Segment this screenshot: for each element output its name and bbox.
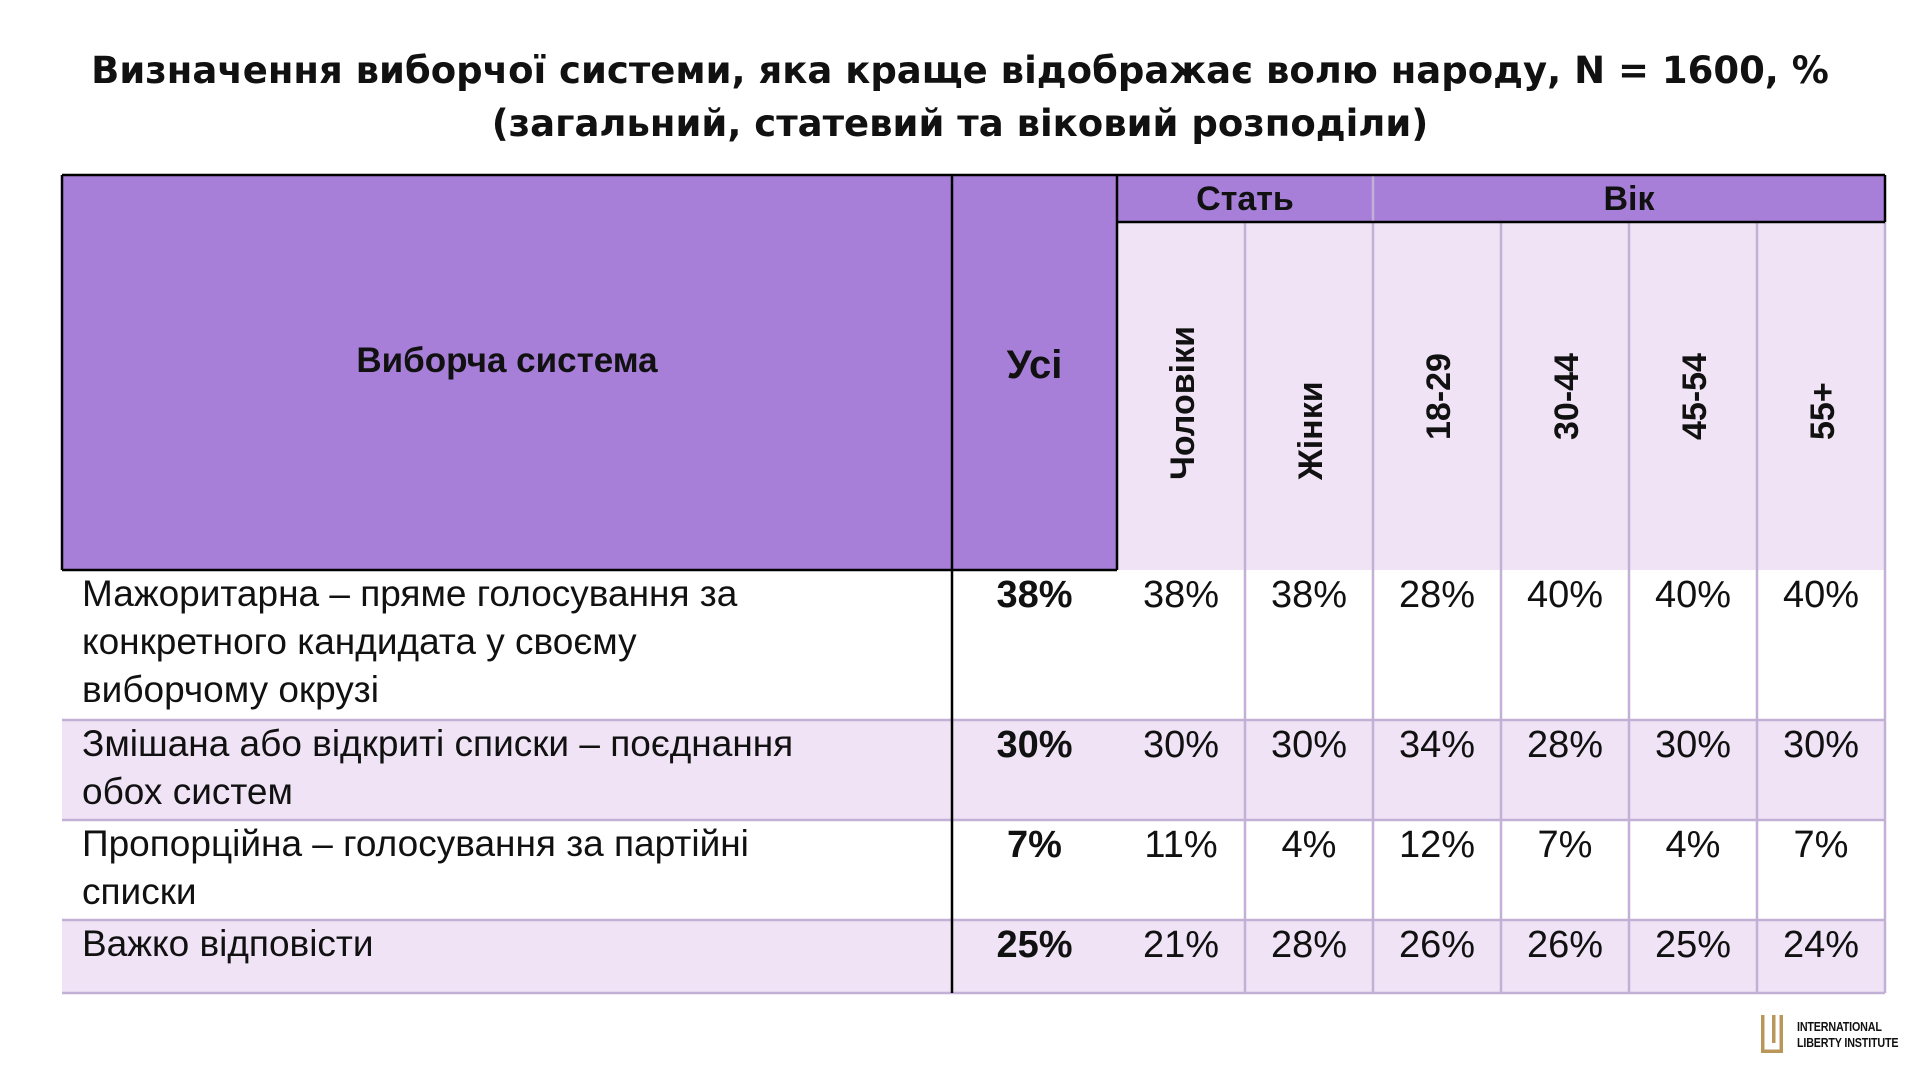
title-line-2: (загальний, статевий та віковий розподіл…	[491, 102, 1429, 145]
total-value: 25%	[996, 924, 1072, 966]
cell-value: 40%	[1527, 574, 1603, 616]
cell-value: 28%	[1271, 924, 1347, 966]
cell-value: 40%	[1783, 574, 1859, 616]
row-label-line: виборчому окрузі	[82, 669, 379, 710]
logo-mark-icon	[1761, 1015, 1783, 1053]
cell-value: 4%	[1282, 824, 1337, 866]
cell-value: 30%	[1271, 724, 1347, 766]
total-value: 38%	[996, 574, 1072, 616]
column-header-18-29: 18-29	[1420, 353, 1458, 440]
total-value: 30%	[996, 724, 1072, 766]
cell-value: 7%	[1538, 824, 1593, 866]
cell-value: 25%	[1655, 924, 1731, 966]
logo-line-2: LIBERTY INSTITUTE	[1797, 1036, 1899, 1050]
column-header-45-54: 45-54	[1676, 353, 1714, 440]
cell-value: 38%	[1143, 574, 1219, 616]
row-fill-3	[62, 820, 1885, 920]
row-label-line: Змішана або відкриті списки – поєднання	[82, 723, 793, 764]
row-label-line: списки	[82, 871, 197, 912]
row-label-line: Пропорційна – голосування за партійні	[82, 823, 749, 864]
cell-value: 11%	[1144, 824, 1217, 866]
column-header-жінки: Жінки	[1292, 381, 1330, 481]
cell-value: 28%	[1527, 724, 1603, 766]
total-value: 7%	[1007, 824, 1062, 866]
row-fill-1	[62, 570, 1885, 720]
column-header-55-: 55+	[1804, 382, 1842, 440]
row-label-line: Важко відповісти	[82, 923, 374, 964]
row-fill-4	[62, 920, 1885, 993]
header-fill-left	[62, 175, 1117, 570]
cell-value: 34%	[1399, 724, 1475, 766]
row-fill-2	[62, 720, 1885, 820]
cell-value: 28%	[1399, 574, 1475, 616]
cell-value: 12%	[1399, 824, 1475, 866]
cell-value: 24%	[1783, 924, 1859, 966]
cell-value: 4%	[1666, 824, 1721, 866]
title-line-1: Визначення виборчої системи, яка краще в…	[91, 49, 1829, 92]
logo-line-1: INTERNATIONAL	[1797, 1020, 1882, 1034]
header-fill-groups	[1117, 175, 1885, 222]
logo-text: INTERNATIONAL LIBERTY INSTITUTE	[1797, 1019, 1899, 1051]
cell-value: 30%	[1655, 724, 1731, 766]
cell-value: 38%	[1271, 574, 1347, 616]
row-label-line: обох систем	[82, 771, 293, 812]
row-header-label: Виборча система	[356, 341, 658, 380]
cell-value: 7%	[1794, 824, 1849, 866]
row-label-line: конкретного кандидата у своєму	[82, 621, 637, 662]
cell-value: 21%	[1143, 924, 1219, 966]
cell-value: 30%	[1783, 724, 1859, 766]
total-header-label: Усі	[1007, 343, 1063, 387]
column-header-30-44: 30-44	[1548, 353, 1586, 440]
row-label-line: Мажоритарна – пряме голосування за	[82, 573, 738, 614]
cell-value: 26%	[1527, 924, 1603, 966]
cell-value: 26%	[1399, 924, 1475, 966]
logo: INTERNATIONAL LIBERTY INSTITUTE	[1757, 1010, 1917, 1058]
chart-title: Визначення виборчої системи, яка краще в…	[0, 44, 1920, 150]
group-header-2: Вік	[1603, 180, 1655, 218]
cell-value: 40%	[1655, 574, 1731, 616]
cell-value: 30%	[1143, 724, 1219, 766]
group-header-1: Стать	[1196, 180, 1294, 218]
column-header-чоловіки: Чоловіки	[1164, 326, 1202, 480]
